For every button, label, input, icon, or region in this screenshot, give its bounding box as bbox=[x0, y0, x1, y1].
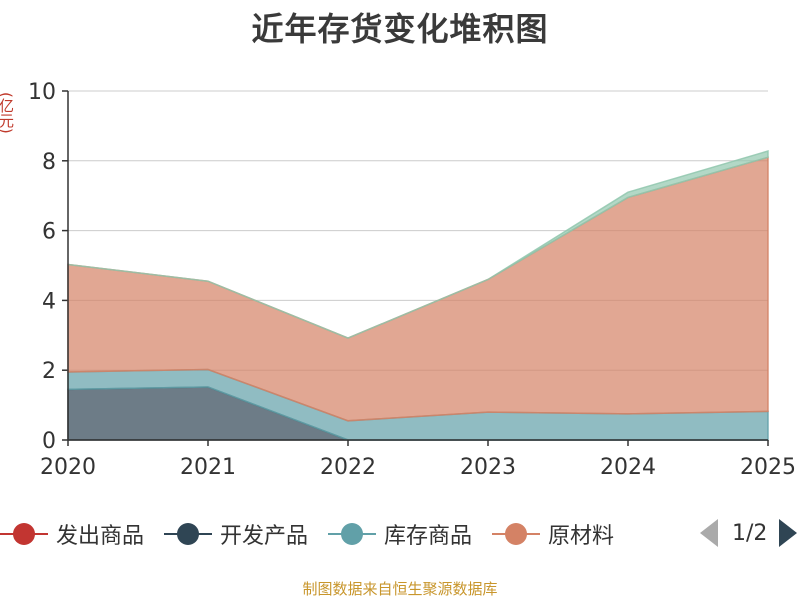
legend-label: 库存商品 bbox=[384, 524, 473, 549]
x-tick-label: 2020 bbox=[40, 455, 96, 480]
legend-prev-page-icon[interactable] bbox=[700, 519, 718, 547]
legend-label: 发出商品 bbox=[56, 524, 145, 549]
x-tick-label: 2024 bbox=[600, 455, 656, 480]
legend-dot-icon bbox=[177, 523, 200, 545]
legend-page-indicator: 1/2 bbox=[732, 520, 768, 546]
y-tick-label: 6 bbox=[42, 220, 56, 245]
legend-label: 原材料 bbox=[548, 524, 615, 549]
legend-marker-icon bbox=[492, 522, 541, 546]
x-tick-label: 2021 bbox=[180, 455, 236, 480]
legend-dot-icon bbox=[341, 523, 364, 545]
x-tick-label: 2025 bbox=[740, 455, 796, 480]
legend-next-page-icon[interactable] bbox=[779, 519, 798, 547]
legend-label: 开发产品 bbox=[220, 524, 309, 549]
legend-item-fachu[interactable]: 发出商品 bbox=[0, 518, 144, 550]
legend: 发出商品 开发产品 库存商品 原材料 bbox=[0, 514, 800, 554]
legend-pager: 1/2 bbox=[700, 519, 798, 547]
x-tick-label: 2022 bbox=[320, 455, 376, 480]
chart-title: 近年存货变化堆积图 bbox=[251, 10, 549, 48]
legend-item-kucun[interactable]: 库存商品 bbox=[328, 518, 472, 550]
y-tick-label: 4 bbox=[42, 289, 56, 314]
legend-item-kaifa[interactable]: 开发产品 bbox=[164, 518, 308, 550]
legend-item-yuancailiao[interactable]: 原材料 bbox=[492, 518, 614, 550]
y-tick-label: 8 bbox=[42, 150, 56, 175]
legend-marker-icon bbox=[328, 522, 377, 546]
y-axis-unit: (亿元) bbox=[0, 92, 15, 134]
legend-marker-icon bbox=[0, 522, 48, 546]
data-source-footer: 制图数据来自恒生聚源数据库 bbox=[302, 580, 498, 598]
y-tick-label: 0 bbox=[42, 429, 56, 454]
area-series-3 bbox=[67, 150, 769, 339]
legend-dot-icon bbox=[505, 523, 528, 545]
y-tick-label: 10 bbox=[28, 80, 56, 105]
y-tick-label: 2 bbox=[42, 359, 56, 384]
legend-marker-icon bbox=[164, 522, 213, 546]
legend-dot-icon bbox=[13, 523, 35, 545]
x-tick-label: 2023 bbox=[460, 455, 516, 480]
